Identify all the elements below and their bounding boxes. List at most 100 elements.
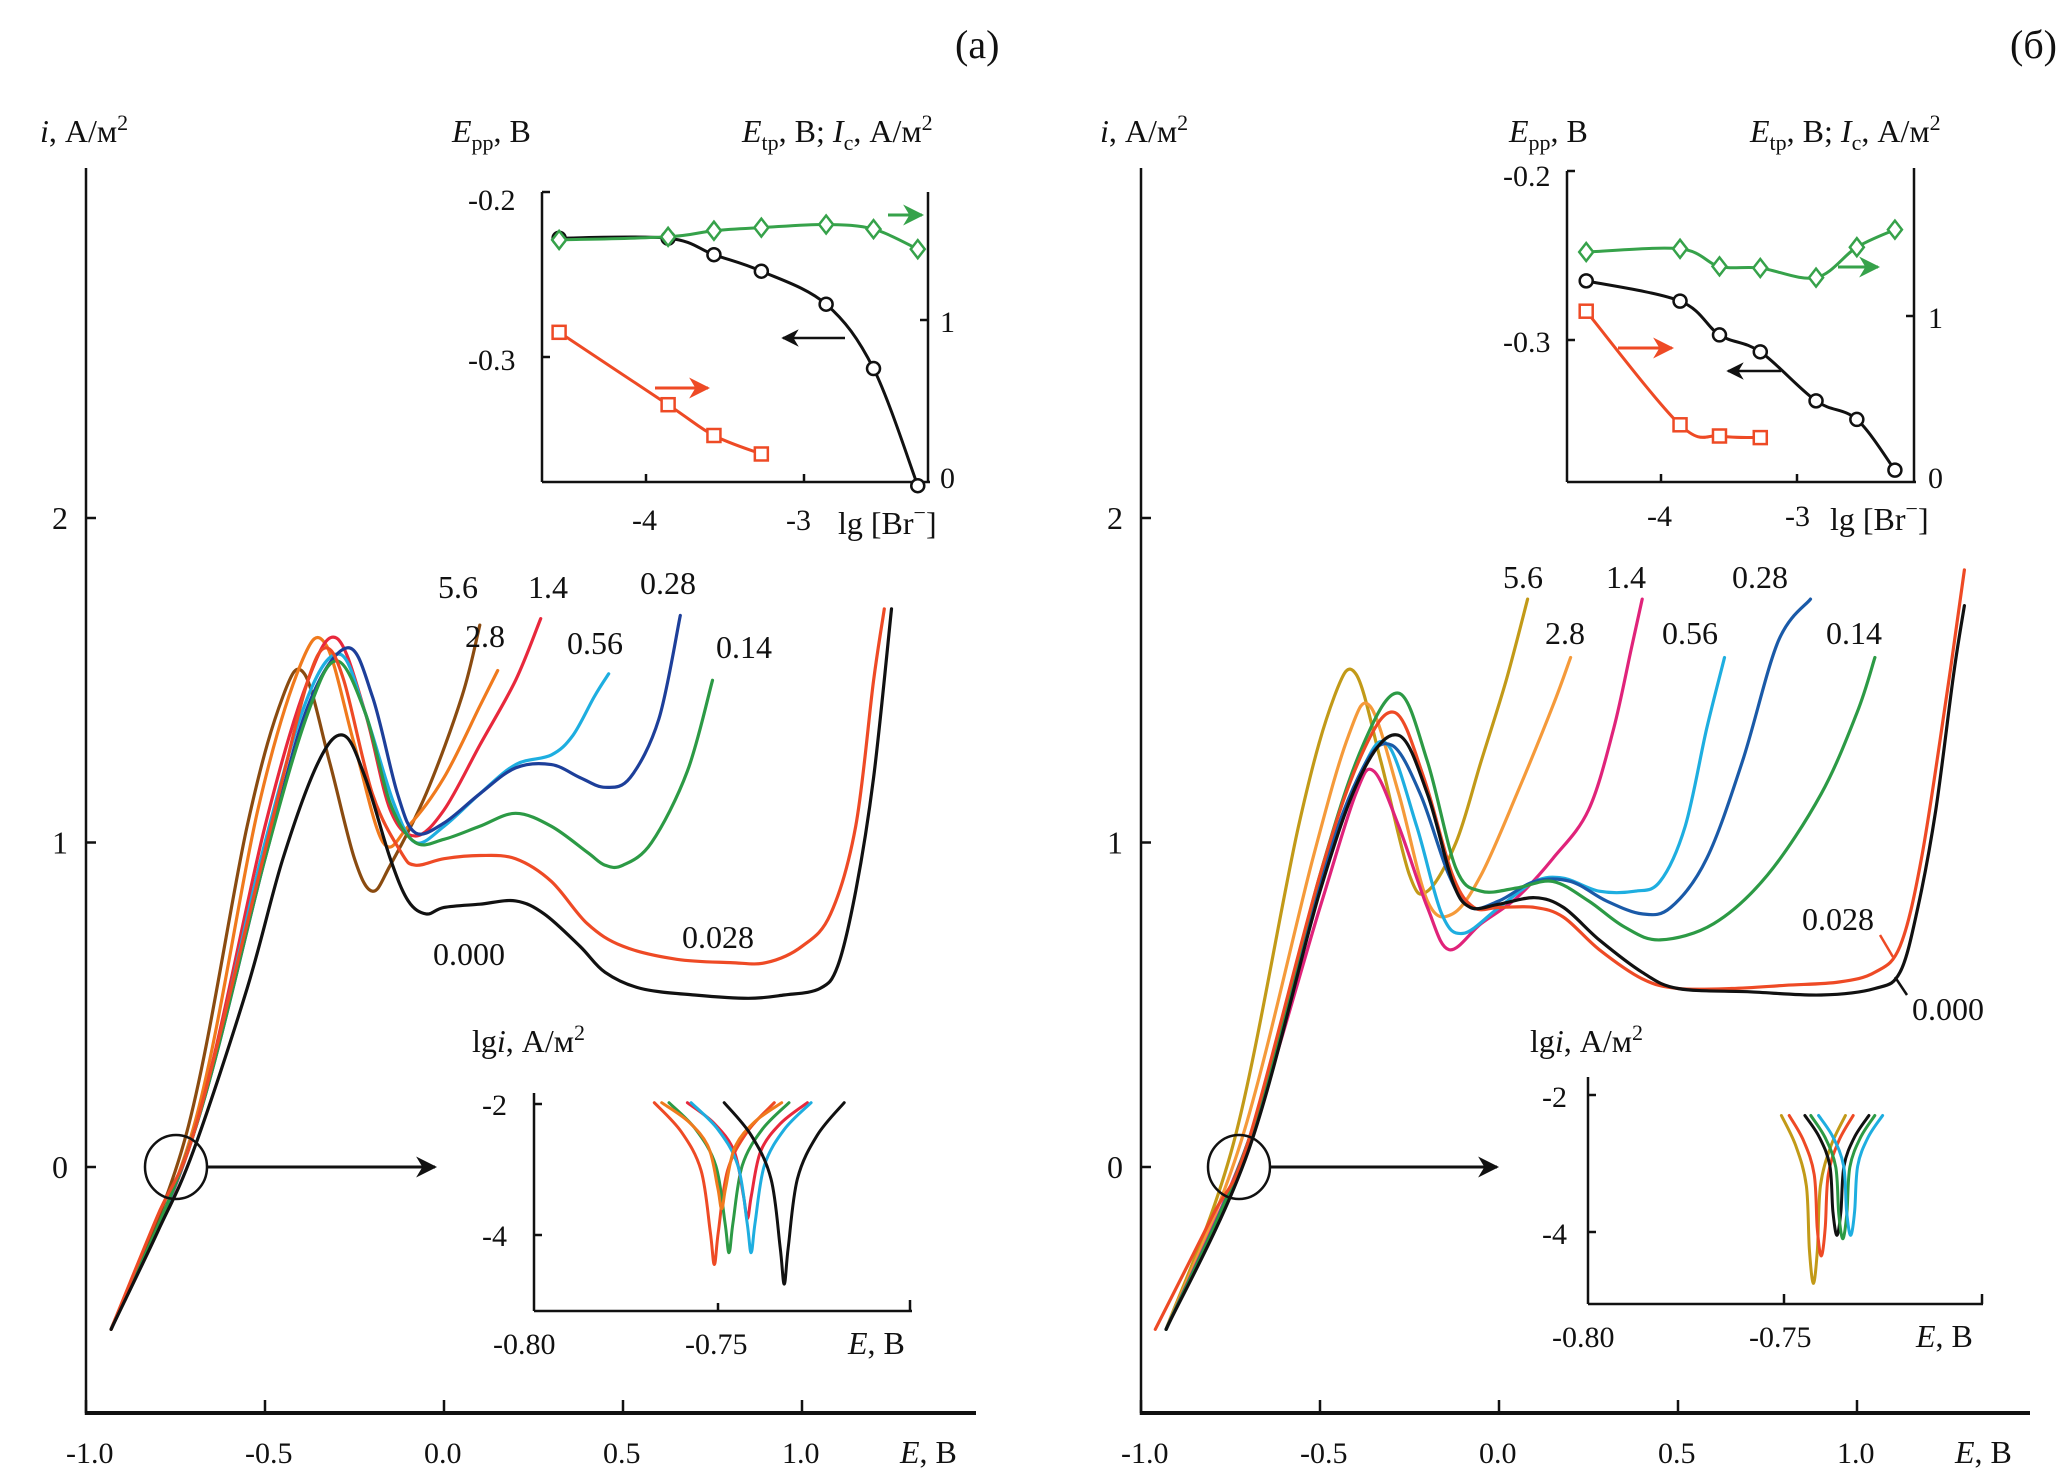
curve-label: 0.000 [433, 936, 505, 972]
tick-label: -2 [1542, 1081, 1567, 1114]
tick-label: -3 [1785, 500, 1810, 533]
tick-label: 1 [1928, 302, 1943, 335]
curve-1_4 [1164, 597, 1644, 1331]
inset-line-Ic [1584, 309, 1762, 440]
marker-diamond [705, 219, 723, 242]
tafel-curve-0_028 [652, 1101, 776, 1266]
curve-0_56 [1164, 655, 1727, 1331]
inset-left-label: Epp, В [1508, 113, 1588, 155]
curve-label: 0.14 [1826, 615, 1882, 651]
inset-top: Epp, В Etp, В; Ic, А/м2 -0.2 -0.3 1 0 -4… [1503, 110, 1943, 537]
curve-0_28 [1164, 597, 1813, 1331]
marker-circle [1887, 462, 1903, 478]
tafel-curve-0_028 [1787, 1114, 1855, 1258]
x-tick-label: -0.5 [1300, 1437, 1348, 1470]
x-axis-label: E, В [1954, 1434, 2012, 1470]
y-tick-label: 0 [52, 1149, 68, 1185]
curve-label: 0.000 [1912, 991, 1984, 1027]
marker-diamond [1671, 237, 1689, 260]
inset-y-label: lgi, А/м2 [472, 1020, 585, 1059]
marker-circle [1578, 273, 1594, 289]
panel-label: (б) [2010, 22, 2057, 67]
marker-circle [910, 477, 926, 494]
inset-x-label: E, В [847, 1325, 905, 1361]
marker-diamond [1848, 236, 1866, 259]
x-tick-label: -1.0 [1121, 1437, 1169, 1470]
curve-label: 2.8 [465, 618, 505, 654]
inset-x-label: lg [Br−] [838, 500, 937, 541]
inset-bottom: lgi, А/м2 -2 -4 -0.80 -0.75 E, В [1530, 1020, 1984, 1354]
x-tick-label: 1.0 [782, 1437, 820, 1470]
tick-label: -4 [1542, 1218, 1567, 1251]
inset-left-label: Epp, В [451, 113, 531, 155]
marker-diamond [550, 228, 568, 251]
curve-0_28 [109, 613, 682, 1331]
y-tick-label: 2 [1107, 500, 1123, 536]
tick-label: -0.3 [1503, 326, 1551, 359]
y-axis-label: i, А/м2 [1100, 110, 1188, 149]
curve-1_4 [109, 617, 543, 1331]
marker-square [1752, 429, 1769, 446]
curve-labels: 5.6 2.8 1.4 0.56 0.28 0.14 0.028 0.000 [433, 565, 772, 972]
marker-diamond [1751, 256, 1769, 280]
y-axis-label: i, А/м2 [40, 110, 128, 149]
curve-label: 1.4 [528, 569, 568, 605]
inset-line-Ic [557, 330, 763, 456]
marker-diamond [752, 216, 770, 239]
marker-circle [1808, 393, 1824, 409]
inset-right-label: Etp, В; Ic, А/м2 [1749, 110, 1941, 155]
marker-diamond [817, 213, 835, 236]
marker-diamond [864, 218, 883, 241]
tick-label: -0.75 [685, 1328, 748, 1361]
tick-label: -4 [482, 1220, 507, 1253]
tick-label: -0.2 [468, 184, 516, 217]
inset-x-label: lg [Br−] [1830, 496, 1929, 537]
marker-square [1711, 428, 1728, 444]
curve-labels: 5.6 2.8 1.4 0.56 0.28 0.14 0.028 0.000 [1503, 559, 1984, 1027]
tafel-curve-0_56 [1817, 1114, 1885, 1237]
marker-square [551, 324, 567, 341]
marker-square [753, 446, 770, 462]
marker-square [706, 427, 722, 444]
curve-0_028 [109, 607, 886, 1331]
marker-circle [1849, 411, 1865, 428]
curve-label: 0.14 [716, 629, 772, 665]
leader-0028 [1878, 934, 1895, 958]
marker-square [1672, 417, 1688, 433]
inset-y-label: lgi, А/м2 [1530, 1020, 1643, 1059]
marker-circle [865, 360, 882, 377]
main-axes: i, А/м2 E, В -1.0 -0.5 0.0 0.5 1.0 0 1 2 [1100, 110, 2030, 1470]
tick-label: -0.75 [1749, 1321, 1812, 1354]
marker-circle [706, 246, 722, 263]
curve-label: 0.56 [567, 625, 623, 661]
x-tick-label: 1.0 [1837, 1437, 1875, 1470]
tick-label: 1 [940, 306, 955, 339]
y-tick-label: 0 [1107, 1149, 1123, 1185]
tick-label: -4 [632, 504, 657, 537]
marker-circle [753, 263, 770, 279]
curve-label: 2.8 [1545, 615, 1585, 651]
curve-5_6 [1164, 597, 1530, 1331]
tick-label: 0 [1928, 462, 1943, 495]
x-tick-label: -1.0 [66, 1437, 114, 1470]
panel-b: (б) i, А/м2 E, В -1.0 -0.5 0.0 0.5 1.0 0 1 2 5… [1100, 22, 2057, 1470]
curve-label: 0.28 [640, 565, 696, 601]
inset-line-Epp [1584, 279, 1897, 472]
inset-line-Epp [557, 235, 920, 488]
tick-label: -2 [482, 1089, 507, 1122]
tafel-curve-0_000 [1803, 1114, 1871, 1237]
curve-0_14 [109, 659, 715, 1331]
curve-2_8 [1164, 655, 1573, 1331]
curve-label: 0.28 [1732, 559, 1788, 595]
x-tick-label: 0.0 [424, 1437, 462, 1470]
tick-label: -0.3 [468, 344, 516, 377]
marker-circle [1752, 344, 1769, 360]
inset-right-label: Etp, В; Ic, А/м2 [741, 110, 933, 155]
inset-top: Epp, В Etp, В; Ic, А/м2 -0.2 -0.3 1 0 -4… [451, 110, 955, 541]
tafel-curve-0_56 [689, 1101, 813, 1255]
marker-diamond [1710, 255, 1729, 278]
tick-label: -3 [786, 504, 811, 537]
curve-label: 5.6 [1503, 559, 1543, 595]
marker-circle [818, 296, 834, 312]
